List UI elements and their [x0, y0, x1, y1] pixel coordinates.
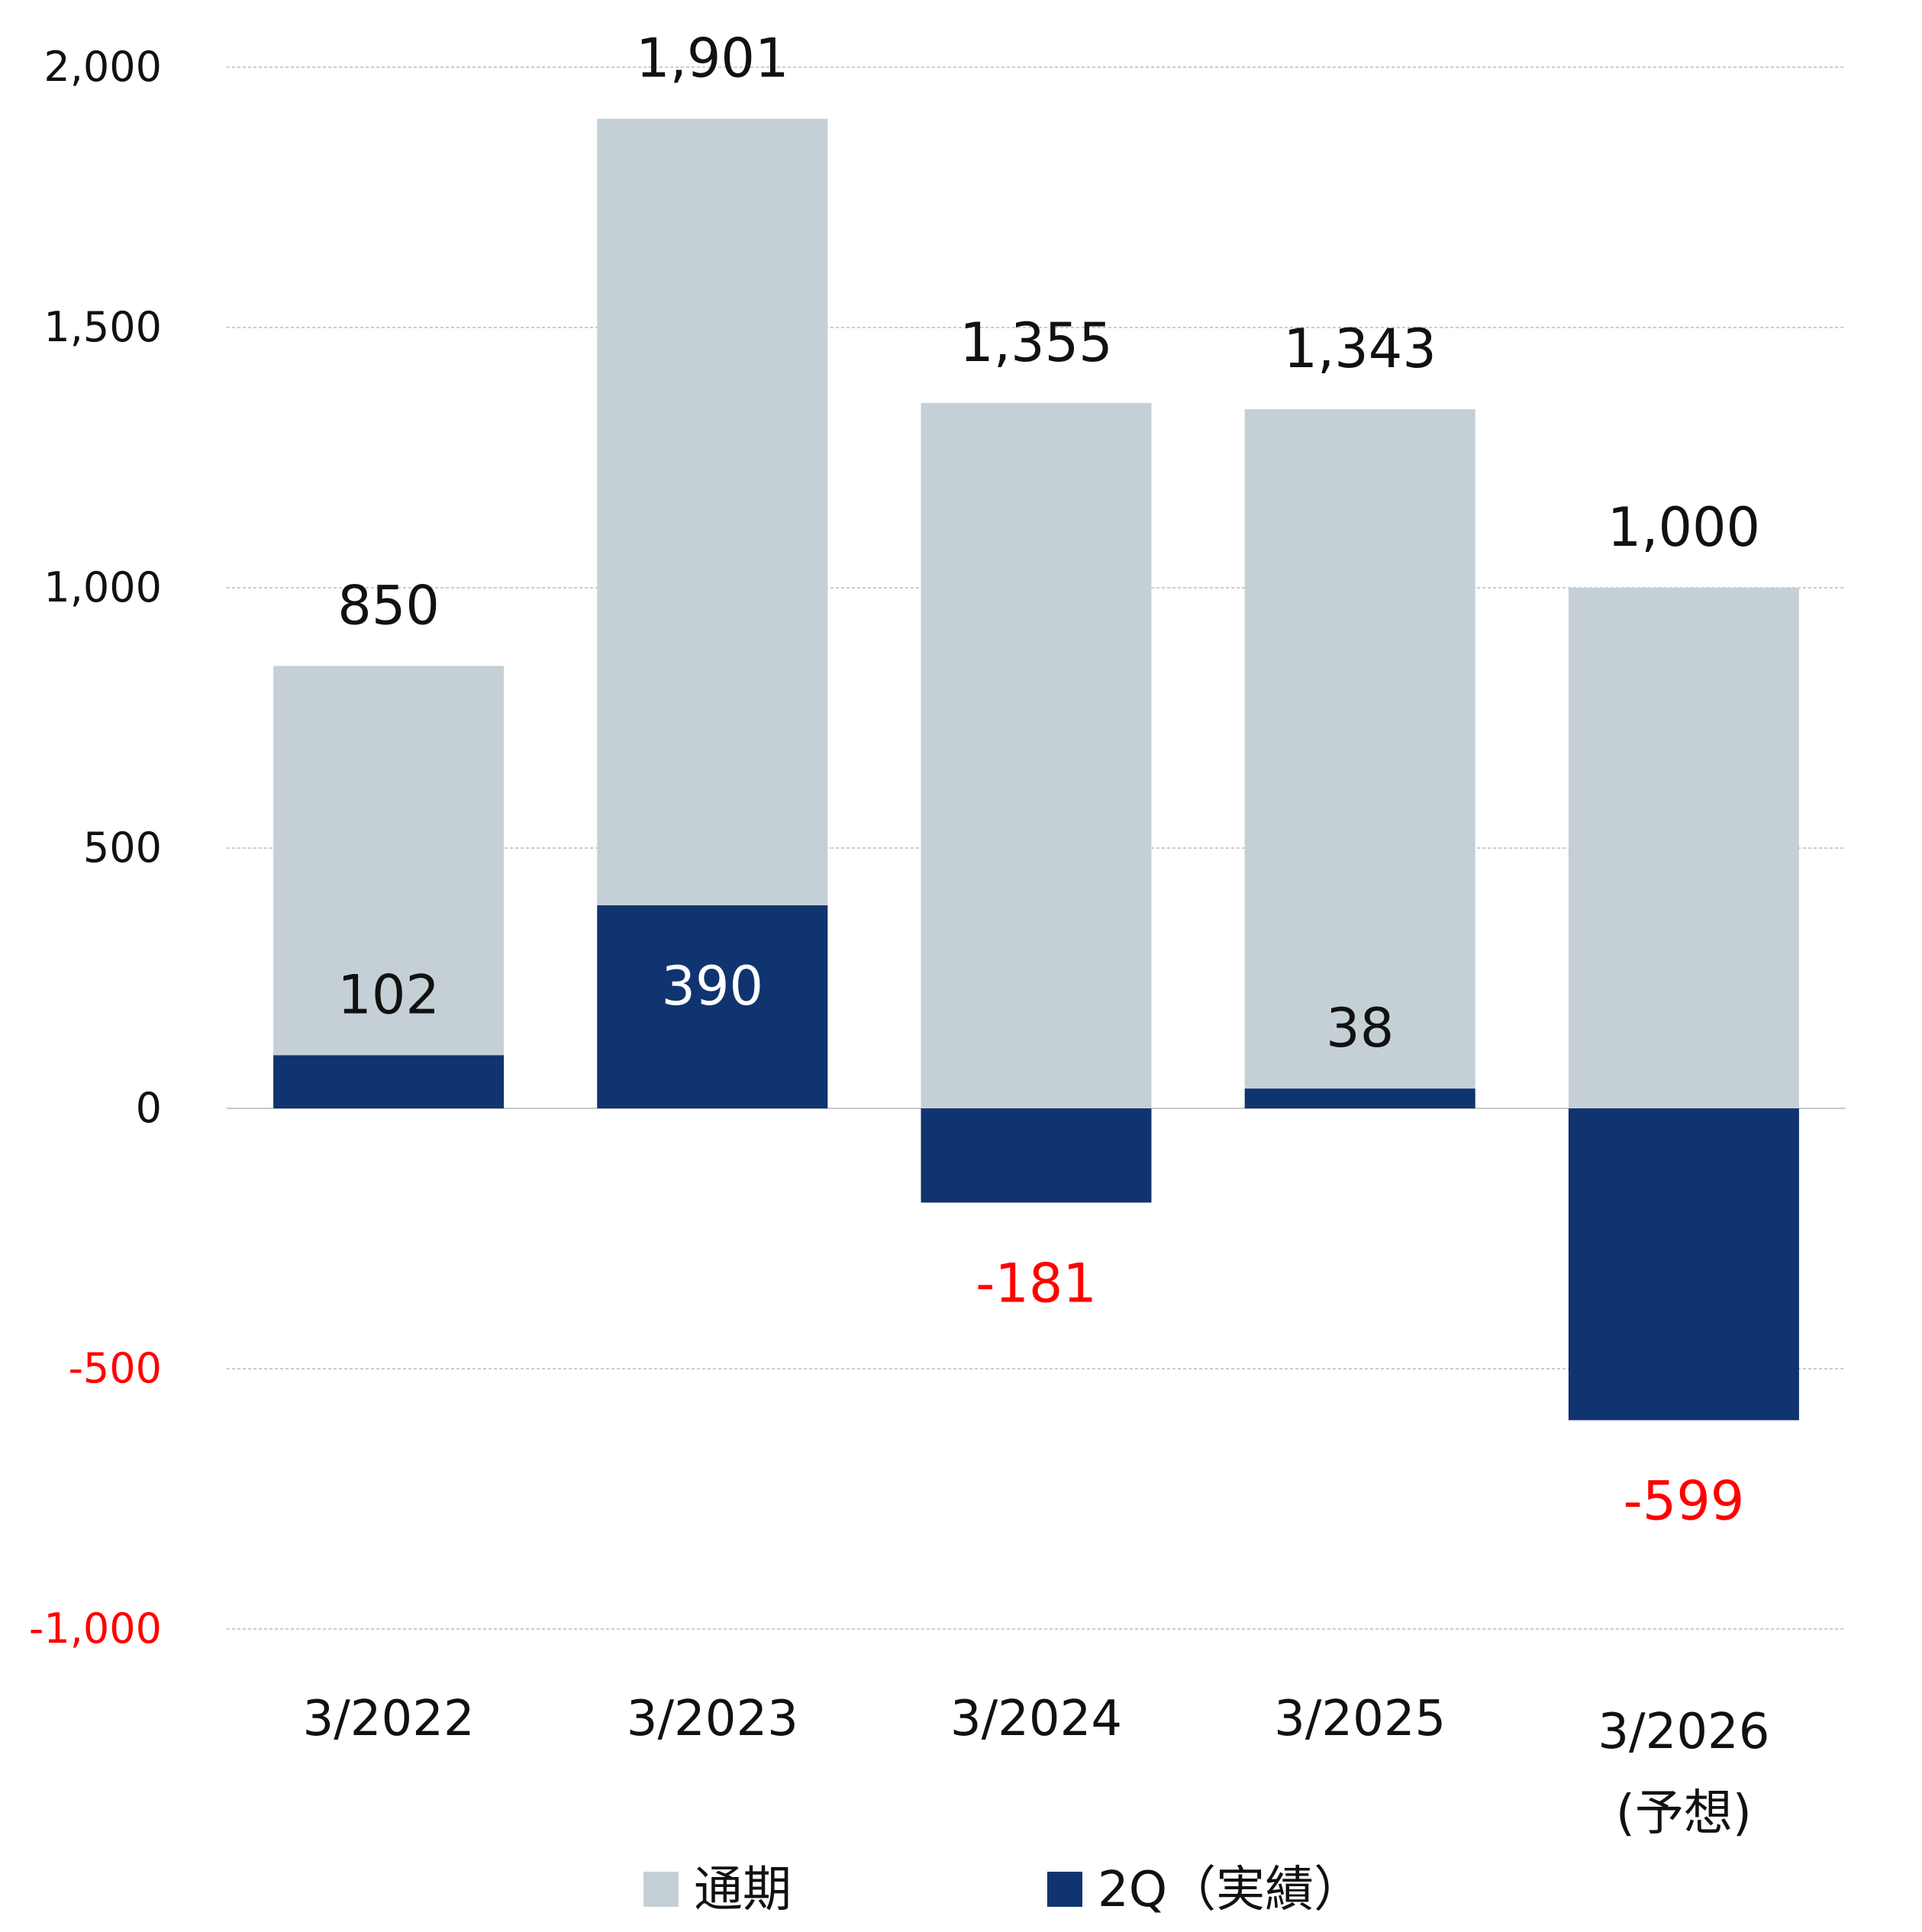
legend-2q-swatch	[1047, 1872, 1082, 1907]
x-tick-label: 3/2024	[950, 1691, 1122, 1747]
data-label-2q: -599	[1623, 1470, 1744, 1533]
data-label-full-year: 1,901	[636, 27, 788, 90]
x-tick-label: 3/2026	[1598, 1704, 1769, 1760]
data-label-2q: -181	[976, 1252, 1097, 1314]
y-tick-label: -1,000	[29, 1605, 162, 1653]
y-tick-label: 0	[136, 1084, 162, 1132]
x-tick-sublabel: (予想)	[1616, 1785, 1752, 1842]
x-tick-label: 3/2023	[627, 1691, 798, 1747]
bar-full-year-3-2024	[921, 402, 1152, 1108]
bar-2q-3-2025	[1244, 1089, 1475, 1108]
bars	[273, 118, 1799, 1421]
x-tick-label: 3/2022	[303, 1691, 475, 1747]
bar-2q-3-2023	[597, 905, 828, 1108]
data-label-full-year: 1,355	[959, 311, 1112, 374]
y-tick-label: 500	[83, 824, 162, 872]
data-label-full-year: 850	[337, 574, 440, 637]
data-label-full-year: 1,343	[1283, 318, 1436, 380]
bar-full-year-3-2022	[273, 666, 505, 1108]
legend-2q-label: 2Q（実績）	[1098, 1862, 1362, 1918]
bar-full-year-3-2025	[1244, 409, 1475, 1108]
bar-2q-3-2022	[273, 1055, 505, 1108]
data-label-2q: 390	[661, 955, 763, 1018]
legend-full-year-swatch	[643, 1872, 679, 1907]
bar-2q-3-2024	[921, 1108, 1152, 1203]
bar-2q-3-2026	[1568, 1108, 1799, 1421]
y-axis-tick-labels: 2,000 1,500 1,000 500 0 -500 -1,000	[29, 43, 162, 1653]
data-label-full-year: 1,000	[1608, 496, 1760, 559]
data-label-2q: 38	[1326, 997, 1394, 1060]
legend-full-year-label: 通期	[694, 1862, 792, 1918]
y-tick-label: 1,000	[44, 563, 162, 611]
legend: 通期 2Q（実績）	[643, 1862, 1362, 1918]
y-tick-label: 2,000	[44, 43, 162, 91]
x-tick-label: 3/2025	[1274, 1691, 1446, 1747]
bar-full-year-3-2026	[1568, 588, 1799, 1108]
data-label-2q: 102	[337, 963, 440, 1026]
x-axis-tick-labels: 3/2022 3/2023 3/2024 3/2025 3/2026 (予想)	[303, 1691, 1770, 1842]
y-tick-label: -500	[68, 1344, 162, 1392]
y-tick-label: 1,500	[44, 303, 162, 351]
data-labels: 850 102 1,901 390 1,355 -181 1,343 38 1,000 -599	[337, 27, 1760, 1533]
